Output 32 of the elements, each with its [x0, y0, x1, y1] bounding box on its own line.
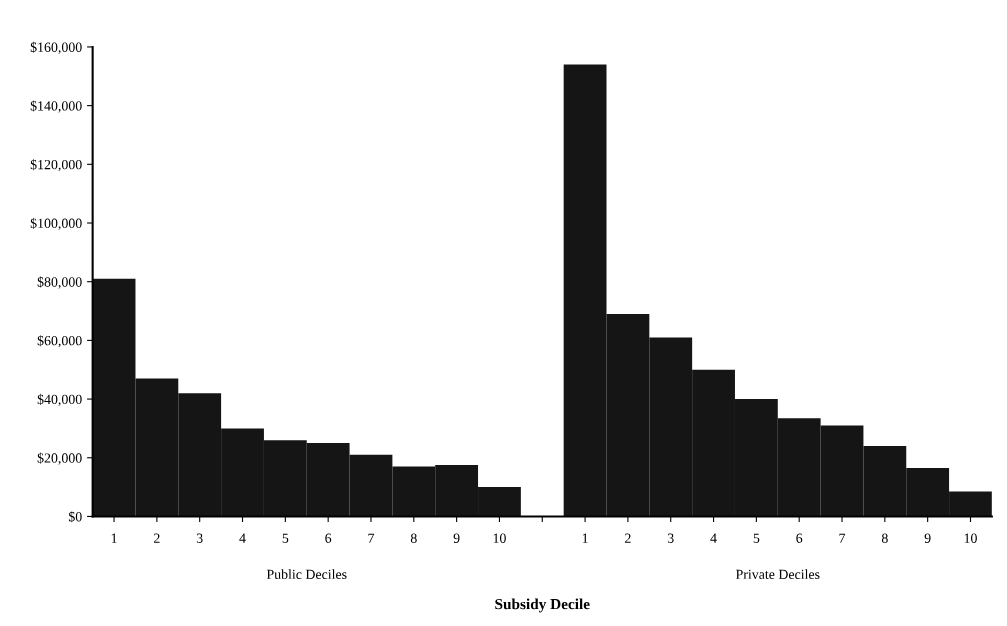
y-tick-label: $0 — [68, 511, 82, 523]
y-tick-label: $60,000 — [37, 335, 82, 348]
y-tick-label: $120,000 — [30, 159, 82, 172]
x-tick-label: 8 — [410, 533, 417, 543]
x-tick-label: 3 — [196, 533, 203, 543]
text: Public Deciles — [266, 569, 347, 579]
x-tick-label: 10 — [964, 533, 977, 543]
x-tick-label: 8 — [881, 533, 888, 543]
y-tick-label: $20,000 — [37, 452, 82, 465]
x-tick-label: 4 — [239, 533, 246, 543]
x-tick-label: 5 — [282, 533, 289, 543]
x-tick-label: 2 — [625, 533, 631, 543]
y-tick-label: $100,000 — [30, 217, 82, 230]
x-tick-label: 6 — [796, 533, 803, 543]
x-axis-title: Subsidy Decile — [495, 598, 590, 613]
y-tick-label: $160,000 — [30, 41, 82, 54]
x-tick-label: 1 — [582, 533, 588, 543]
x-tick-label: 10 — [493, 533, 506, 543]
x-tick-label: 5 — [753, 533, 760, 543]
x-tick-label: 4 — [710, 533, 717, 543]
x-tick-label: 6 — [325, 533, 332, 543]
x-tick-label: 7 — [368, 533, 375, 543]
x-tick-label: 1 — [111, 533, 117, 543]
x-tick-label: 9 — [453, 533, 460, 543]
y-tick-label: $80,000 — [37, 276, 82, 289]
x-tick-label: 3 — [667, 533, 674, 543]
x-tick-label: 9 — [924, 533, 931, 543]
y-tick-label: $40,000 — [37, 393, 82, 407]
text: Private Deciles — [735, 569, 820, 579]
x-tick-label: 2 — [154, 533, 160, 543]
x-tick-label: 7 — [839, 533, 846, 543]
y-tick-label: $140,000 — [30, 100, 82, 113]
